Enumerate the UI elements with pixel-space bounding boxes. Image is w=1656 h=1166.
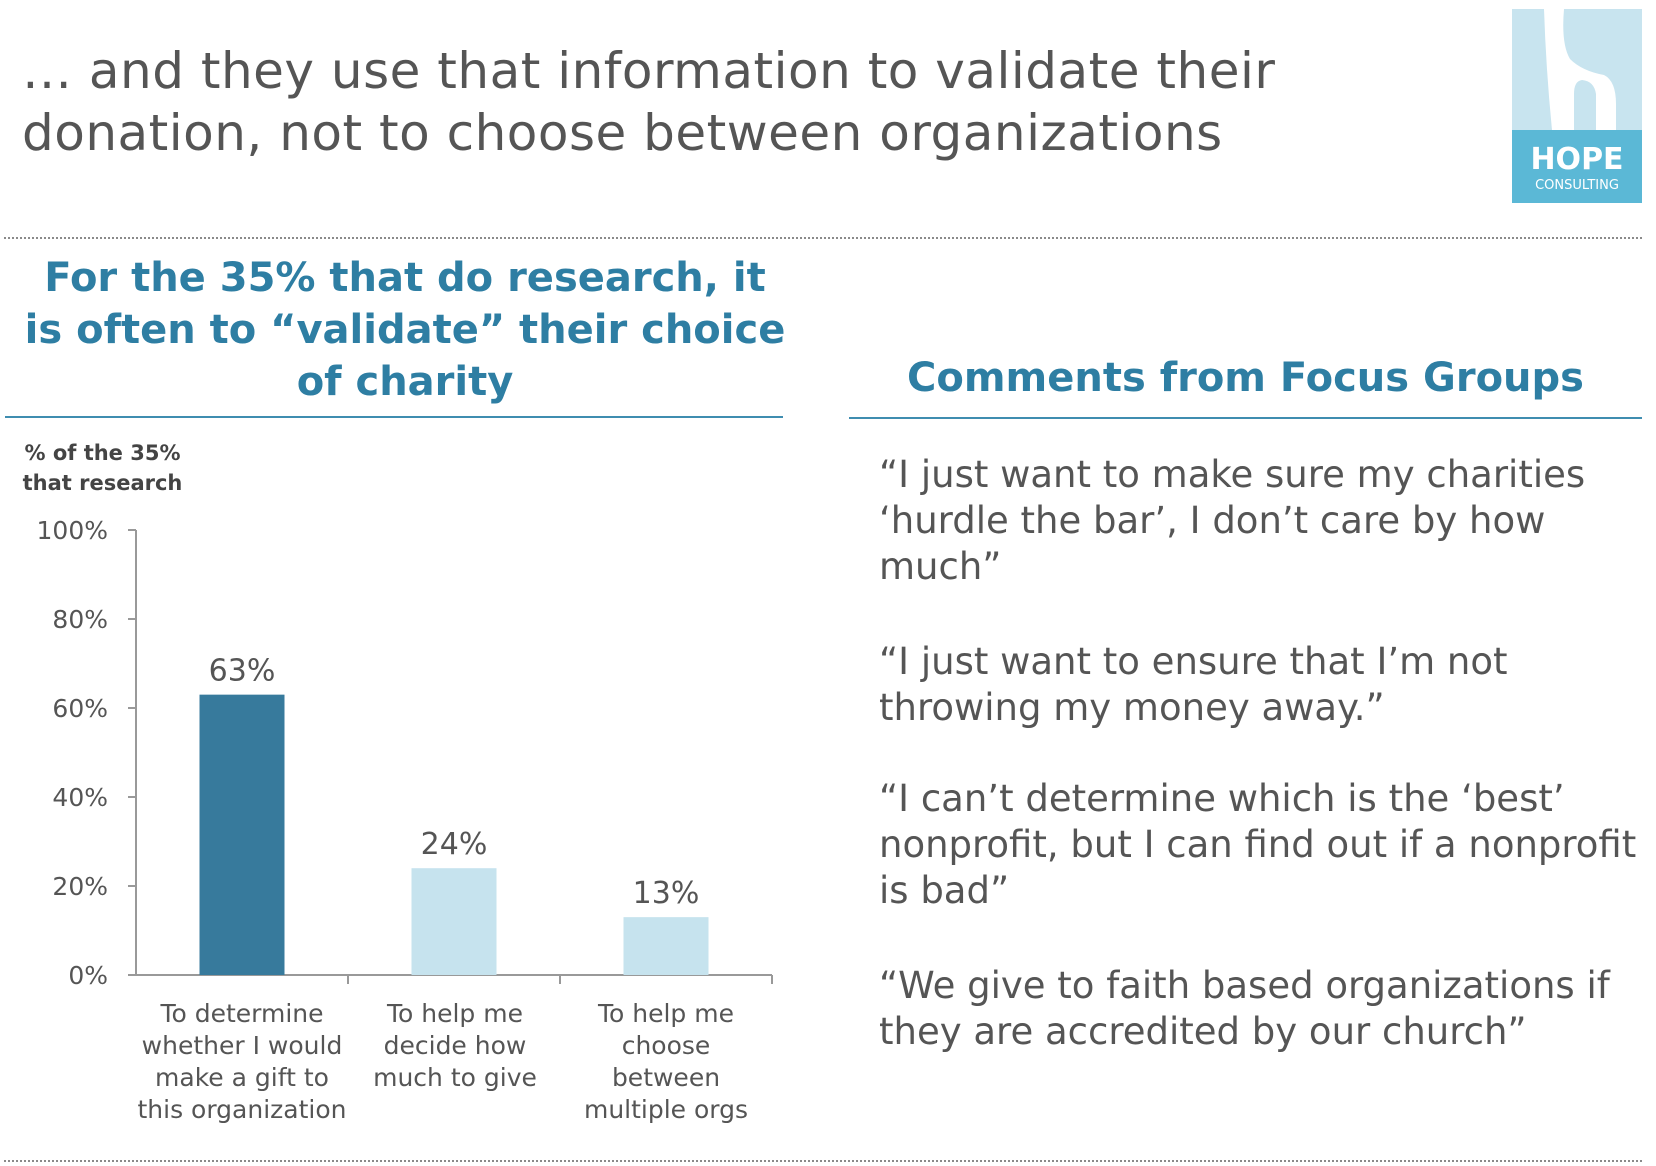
hope-consulting-logo: HOPE CONSULTING	[1512, 9, 1642, 203]
svg-text:CONSULTING: CONSULTING	[1535, 178, 1619, 193]
data-label: 63%	[209, 654, 276, 689]
y-tick-label: 80%	[52, 605, 108, 634]
chart-heading: For the 35% that do research, it is ofte…	[24, 255, 786, 405]
y-tick-label: 0%	[68, 961, 108, 990]
y-tick-label: 60%	[52, 694, 108, 723]
right-heading-rule	[849, 417, 1642, 419]
y-tick-label: 100%	[37, 516, 108, 545]
category-label: To help me choose between multiple orgs	[583, 999, 749, 1124]
quote: “I just want to ensure that I’m not thro…	[879, 640, 1508, 729]
slide-title: … and they use that information to valid…	[22, 42, 1276, 162]
quote: “I can’t determine which is the ‘best’ n…	[879, 777, 1637, 912]
left-heading-rule	[5, 416, 783, 418]
svg-text:HOPE: HOPE	[1530, 142, 1623, 177]
bar-chart: 0% 20% 40% 60% 80% 100% 63% 24% 13%	[37, 516, 773, 990]
category-label: To determine whether I would make a gift…	[137, 999, 347, 1124]
comments-heading: Comments from Focus Groups	[907, 355, 1584, 401]
bar	[199, 694, 285, 975]
y-axis-label: % of the 35% that research	[22, 441, 183, 495]
data-label: 13%	[633, 876, 700, 911]
data-label: 24%	[421, 827, 488, 862]
y-tick-label: 40%	[52, 783, 108, 812]
bottom-divider	[4, 1160, 1642, 1162]
bar	[411, 868, 497, 975]
logo-graphic: HOPE CONSULTING	[1512, 9, 1642, 203]
top-divider	[4, 237, 1642, 239]
bar	[623, 917, 709, 975]
quote: “We give to faith based organizations if…	[879, 964, 1610, 1053]
quote: “I just want to make sure my charities ‘…	[879, 453, 1586, 588]
category-label: To help me decide how much to give	[373, 999, 537, 1092]
y-tick-label: 20%	[52, 872, 108, 901]
